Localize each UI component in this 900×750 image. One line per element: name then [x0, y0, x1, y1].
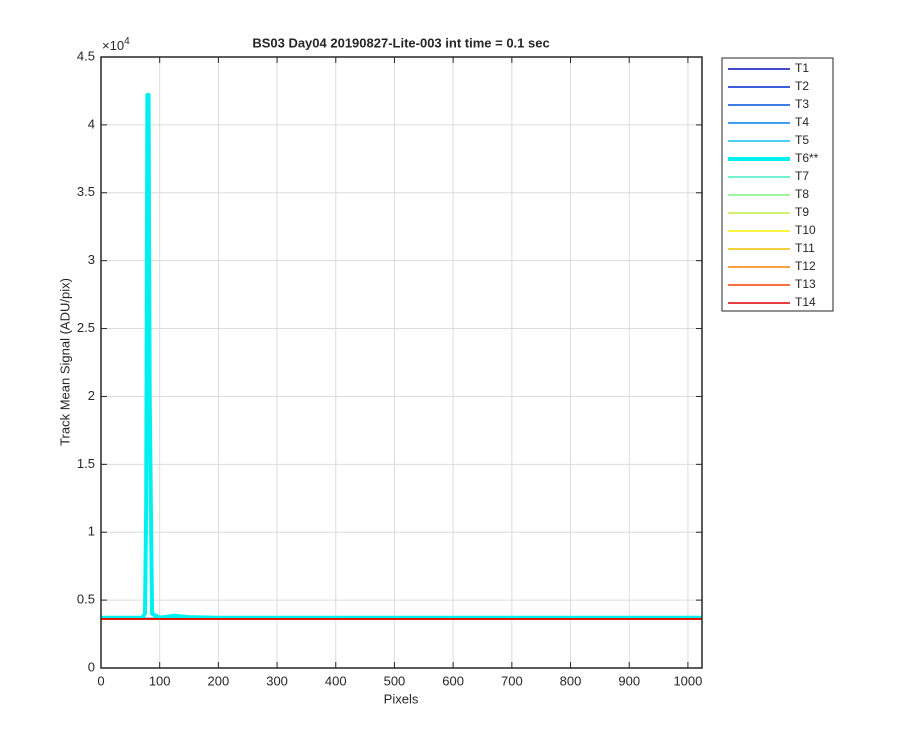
x-tick-label: 200 [208, 673, 230, 688]
legend-label: T14 [795, 295, 816, 309]
x-tick-label: 300 [266, 673, 288, 688]
x-tick-label: 800 [560, 673, 582, 688]
y-tick-label: 3 [88, 252, 95, 267]
x-tick-label: 500 [384, 673, 406, 688]
legend-label: T6** [795, 151, 819, 165]
x-tick-label: 600 [442, 673, 464, 688]
x-tick-label: 900 [618, 673, 640, 688]
legend-label: T11 [795, 241, 815, 255]
legend-label: T2 [795, 79, 809, 93]
x-tick-label: 0 [97, 673, 104, 688]
legend-label: T3 [795, 97, 809, 111]
legend-label: T9 [795, 205, 809, 219]
x-tick-label: 100 [149, 673, 171, 688]
series-line [101, 93, 702, 620]
chart-title: BS03 Day04 20190827-Lite-003 int time = … [252, 35, 549, 50]
legend-label: T13 [795, 277, 816, 291]
legend-label: T10 [795, 223, 816, 237]
y-tick-label: 3.5 [77, 184, 95, 199]
legend-label: T12 [795, 259, 816, 273]
legend-label: T8 [795, 187, 809, 201]
legend-box [721, 57, 834, 312]
legend-label: T4 [795, 115, 809, 129]
y-tick-label: 2 [88, 388, 95, 403]
y-multiplier-base: ×10 [102, 38, 124, 53]
y-tick-label: 2.5 [77, 320, 95, 335]
legend-label: T5 [795, 133, 809, 147]
y-multiplier-exponent: 4 [124, 36, 130, 47]
x-tick-label: 1000 [673, 673, 702, 688]
legend-label: T1 [795, 61, 809, 75]
y-tick-label: 0 [88, 659, 95, 674]
y-tick-label: 4 [88, 116, 95, 131]
plot-frame [100, 56, 703, 669]
y-tick-label: 1.5 [77, 456, 95, 471]
y-multiplier: ×104 [102, 36, 130, 54]
x-tick-label: 700 [501, 673, 523, 688]
x-axis-label: Pixels [384, 691, 419, 706]
legend-label: T7 [795, 169, 809, 183]
x-tick-label: 400 [325, 673, 347, 688]
y-tick-label: 0.5 [77, 592, 95, 607]
y-tick-label: 1 [88, 524, 95, 539]
y-tick-label: 4.5 [77, 48, 95, 63]
y-axis-label: Track Mean Signal (ADU/pix) [57, 278, 72, 446]
